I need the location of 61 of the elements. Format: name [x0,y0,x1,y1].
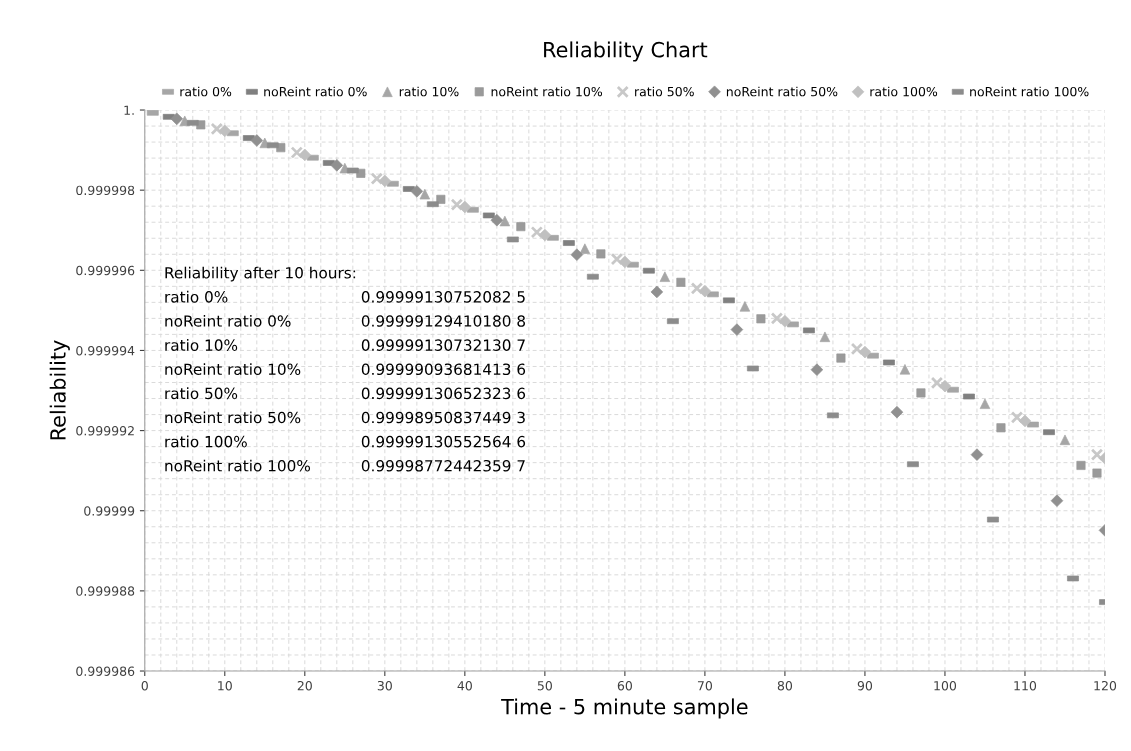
x-tick-label: 20 [297,680,312,691]
chart-title: Reliability Chart [544,41,708,62]
point [770,312,784,325]
annotation: ratio 50% [165,387,238,400]
y-tick-label: 0.99999 [84,506,135,516]
point [1010,411,1024,424]
x-tick-label: 90 [857,680,873,691]
annotation: 0.99999093681413 6 [361,363,526,376]
y-tick-label: 0.999996 [76,265,135,276]
legend-label: ratio 0% [180,86,232,97]
legend-label: ratio 100% [870,86,938,97]
x-tick-label: 10 [218,680,232,691]
legend-label: ratio 10% [399,86,459,97]
x-tick-label: 110 [1014,680,1037,691]
legend-label: noReint ratio 100% [970,86,1089,97]
annotation: noReint ratio 50% [165,411,301,424]
annotation: 0.99998772442359 7 [361,459,525,472]
point [930,376,944,390]
point [690,282,704,295]
x-tick-label: 80 [777,680,793,691]
y-tick-label: 0.999994 [76,345,135,356]
point [290,146,304,159]
point [370,172,384,185]
legend-label: noReint ratio 10% [491,86,603,97]
x-tick-label: 50 [537,680,552,691]
annotation: noReint ratio 100% [165,459,311,472]
x-tick-label: 120 [1094,680,1117,691]
y-axis-title: Reliability [49,340,70,440]
legend-label: noReint ratio 50% [726,86,838,97]
annotation: 0.99999129410180 8 [361,315,526,327]
annotation: 0.99999130732130 7 [361,339,525,351]
annotation: ratio 0% [165,290,228,303]
x-tick-label: 60 [617,680,632,691]
annotation: 0.99999130552564 6 [361,435,526,448]
y-tick-label: 0.999988 [76,586,135,596]
y-tick-label: 0.999992 [76,426,134,436]
annotation: 0.99999130752082 5 [361,291,525,303]
point [1090,448,1104,461]
y-tick-label: 0.999986 [76,666,135,676]
x-tick-label: 70 [697,680,713,691]
annotation: noReint ratio 10% [165,363,301,376]
annotation: noReint ratio 0% [165,314,291,327]
legend-label: ratio 50% [635,86,694,97]
y-tick-label: 1. [124,105,134,115]
x-axis-title: Time - 5 minute sample [501,698,748,719]
point [530,225,544,239]
x-tick-label: 0 [141,680,148,691]
annotation: ratio 10% [165,339,238,351]
point [610,252,624,266]
point [850,342,864,356]
x-tick-label: 40 [457,680,472,691]
annotation: 0.99998950837449 3 [361,411,525,424]
annotation: ratio 100% [165,435,247,448]
point [450,198,464,211]
y-tick-label: 0.999998 [76,185,135,196]
point [210,122,224,136]
annotation: 0.99999130652323 6 [361,387,526,400]
x-tick-label: 100 [934,680,957,691]
annotation: Reliability after 10 hours: [165,266,356,282]
x-tick-label: 30 [377,680,392,691]
legend-label: noReint ratio 0% [264,86,367,97]
